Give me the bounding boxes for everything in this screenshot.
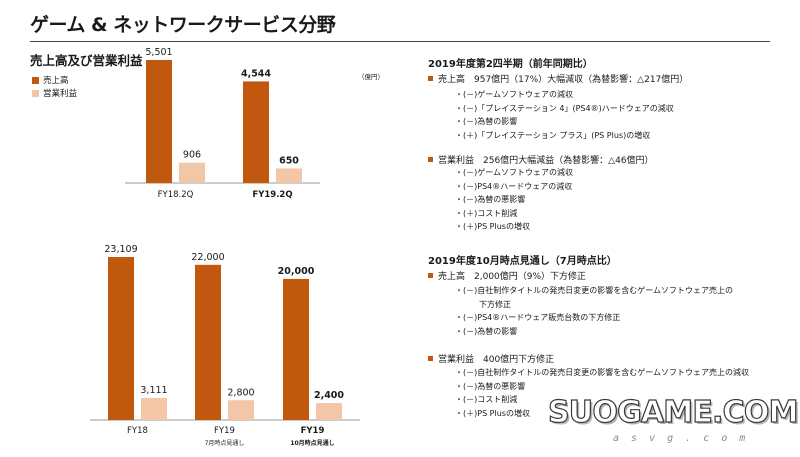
bullet-square-icon	[428, 356, 433, 361]
forecast-sales-text: 売上高 2,000億円（9%）下方修正	[438, 272, 587, 282]
category-label: FY18.2Q	[158, 190, 194, 200]
legend-item-sales: 売上高	[32, 74, 69, 86]
list-item: ・(＋)コスト削減	[455, 208, 518, 218]
category-label: FY19.2Q	[252, 190, 292, 200]
title-divider	[30, 41, 770, 42]
data-label: 2,800	[227, 387, 254, 398]
list-item: ・(－)為替の悪影響	[455, 195, 526, 205]
data-label: 4,544	[241, 68, 271, 79]
bar-sales	[108, 257, 134, 420]
forecast-profit-items: ・(－)自社制作タイトルの発売日変更の影響を含むゲームソフトウェア売上の減収 ・…	[455, 366, 749, 420]
data-label: 23,109	[104, 244, 137, 255]
watermark-logo: SUOGAME.COM	[547, 394, 799, 430]
category-label: FY19	[214, 426, 235, 436]
list-item: ・(－)為替の悪影響	[455, 381, 526, 391]
category-label: FY18	[127, 426, 148, 436]
bar-sales	[195, 264, 221, 420]
q2-sales-items: ・(－)ゲームソフトウェアの減収 ・(－)「プレイステーション 4」(PS4®)…	[455, 88, 674, 142]
q2-sales-text: 売上高 957億円（17%）大幅減収（為替影響：△217億円）	[438, 75, 689, 85]
section-title: 売上高及び営業利益	[30, 53, 143, 68]
list-item: ・(－)PS4®ハードウェア販売台数の下方修正	[455, 313, 621, 323]
data-label: 20,000	[278, 266, 315, 277]
forecast-heading: 2019年度10月時点見通し（7月時点比）	[428, 256, 617, 267]
category-sublabel: 10月時点見通し	[290, 439, 334, 447]
list-item: ・(－)為替の影響	[455, 326, 518, 336]
bar-profit	[228, 400, 254, 420]
list-item: ・(－)ゲームソフトウェアの減収	[455, 90, 574, 99]
data-label: 22,000	[191, 252, 224, 263]
data-label: 650	[279, 155, 299, 166]
forecast-sales-items: ・(－)自社制作タイトルの発売日変更の影響を含むゲームソフトウェア売上の 下方修…	[455, 284, 733, 338]
data-label: 906	[183, 150, 201, 161]
watermark-subtext: a s v g . c o m	[613, 433, 749, 444]
bullet-square-icon	[428, 157, 433, 162]
bar-profit	[141, 398, 167, 420]
data-label: 2,400	[314, 390, 344, 401]
bar-profit	[179, 162, 205, 183]
bar-charts: 5,501 906 FY18.2Q 4,544 650 FY19.2Q 23,109 3,11…	[90, 47, 360, 447]
category-sublabel: 7月時点見通し	[205, 439, 245, 447]
unit-label: （億円）	[358, 73, 384, 81]
list-item: ・(＋)PS Plusの増収	[455, 408, 530, 418]
list-item: ・(－)コスト削減	[455, 395, 518, 405]
category-label: FY19	[301, 426, 325, 436]
forecast-block: 2019年度10月時点見通し（7月時点比）	[428, 252, 617, 267]
q2-heading: 2019年度第2四半期（前年同期比）	[428, 59, 593, 70]
list-item: ・(－)為替の影響	[455, 117, 518, 127]
bar-sales	[243, 81, 269, 183]
list-item: ・(－)「プレイステーション 4」(PS4®)ハードウェアの減収	[455, 103, 674, 113]
legend-item-profit: 営業利益	[32, 87, 77, 99]
legend-swatch-profit	[32, 89, 39, 97]
forecast-profit-text: 営業利益 400億円下方修正	[438, 355, 555, 365]
q2-sales-bullet: 売上高 957億円（17%）大幅減収（為替影響：△217億円）	[428, 72, 688, 85]
data-label: 5,501	[145, 47, 172, 58]
list-item: ・(－)自社制作タイトルの発売日変更の影響を含むゲームソフトウェア売上の減収	[455, 368, 749, 377]
bar-sales	[283, 278, 309, 420]
page-title: ゲーム & ネットワークサービス分野	[30, 14, 336, 36]
list-item: ・(－)自社制作タイトルの発売日変更の影響を含むゲームソフトウェア売上の	[455, 286, 733, 295]
list-item: ・(－)PS4®ハードウェアの減収	[455, 181, 573, 191]
bar-profit	[316, 403, 342, 420]
legend-swatch-sales	[32, 76, 39, 84]
q2-results-block: 2019年度第2四半期（前年同期比）	[428, 55, 593, 70]
q2-profit-bullet: 営業利益 256億円大幅減益（為替影響：△46億円）	[428, 153, 654, 166]
bullet-square-icon	[428, 273, 433, 278]
list-item: ・(－)ゲームソフトウェアの減収	[455, 168, 574, 177]
legend-label-sales: 売上高	[43, 76, 69, 86]
bar-profit	[276, 168, 302, 183]
list-item: ・(＋)「プレイステーション プラス」(PS Plus)の増収	[455, 130, 651, 140]
list-item: ・(＋)PS Plusの増収	[455, 222, 530, 232]
forecast-profit-bullet: 営業利益 400億円下方修正	[428, 352, 554, 365]
forecast-sales-bullet: 売上高 2,000億円（9%）下方修正	[428, 269, 586, 282]
legend-label-profit: 営業利益	[43, 89, 78, 99]
q2-profit-text: 営業利益 256億円大幅減益（為替影響：△46億円）	[438, 156, 654, 166]
q2-profit-items: ・(－)ゲームソフトウェアの減収 ・(－)PS4®ハードウェアの減収 ・(－)為…	[455, 166, 573, 234]
bullet-square-icon	[428, 76, 433, 81]
data-label: 3,111	[140, 385, 167, 396]
bar-sales	[146, 60, 172, 183]
list-item: 下方修正	[455, 299, 511, 309]
